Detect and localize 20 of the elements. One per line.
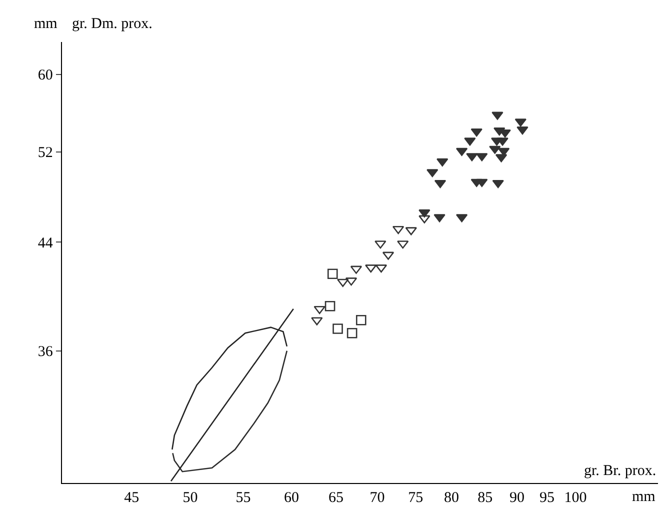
y-tick-label: 44 bbox=[38, 235, 54, 252]
x-tick-label: 45 bbox=[124, 490, 140, 506]
x-tick-label: 65 bbox=[328, 490, 344, 506]
x-tick-label: 75 bbox=[408, 490, 424, 506]
x-tick-label: 70 bbox=[370, 490, 385, 506]
text: mm bbox=[34, 16, 58, 32]
x-tick-label: 95 bbox=[539, 490, 554, 506]
x-tick-label: 90 bbox=[509, 490, 524, 506]
text: mm bbox=[632, 489, 656, 505]
x-tick-label: 80 bbox=[444, 490, 459, 506]
y-tick-label: 52 bbox=[38, 145, 53, 162]
x-tick-label: 50 bbox=[182, 490, 198, 506]
x-tick-label: 60 bbox=[284, 490, 300, 506]
y-axis-title: gr. Dm. prox. bbox=[72, 16, 152, 32]
x-tick-label: 85 bbox=[478, 490, 493, 506]
x-tick-label: 55 bbox=[236, 490, 251, 506]
x-axis-title: gr. Br. prox. bbox=[584, 463, 656, 479]
y-tick-label: 60 bbox=[38, 68, 53, 84]
y-tick-label: 36 bbox=[38, 344, 54, 360]
x-tick-label: 100 bbox=[564, 490, 587, 506]
